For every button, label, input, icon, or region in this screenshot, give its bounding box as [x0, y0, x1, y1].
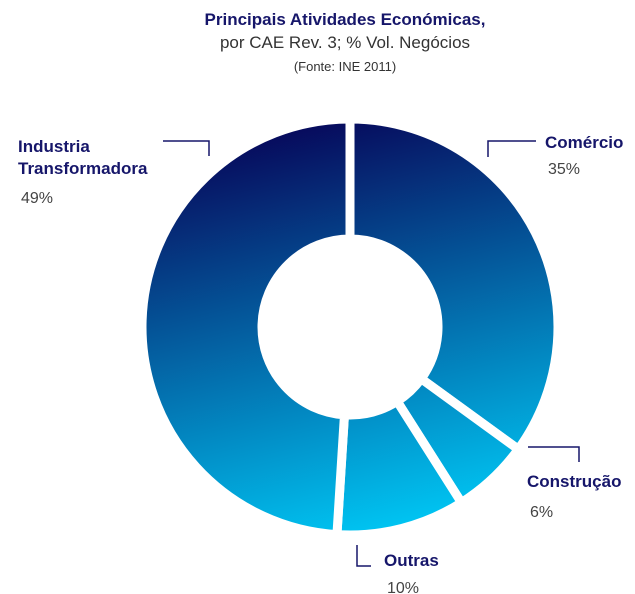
leader-line [356, 545, 371, 567]
category-label: Construção [527, 472, 621, 491]
leader-line [528, 446, 580, 462]
donut-segment [345, 114, 563, 456]
donut-segment [137, 114, 355, 540]
chart-subtitle: por CAE Rev. 3; % Vol. Negócios [220, 33, 470, 52]
value-label: 49% [21, 190, 53, 207]
chart-title: Principais Atividades Económicas, [205, 10, 486, 29]
chart-note: (Fonte: INE 2011) [294, 59, 396, 74]
leader-line [487, 140, 536, 157]
value-label: 10% [387, 580, 419, 594]
category-label: Comércio [545, 133, 623, 152]
category-label: Industria Transformadora [18, 137, 148, 178]
value-label: 6% [530, 504, 553, 521]
leader-line [163, 140, 210, 156]
value-label: 35% [548, 161, 580, 178]
category-label: Outras [384, 551, 439, 570]
